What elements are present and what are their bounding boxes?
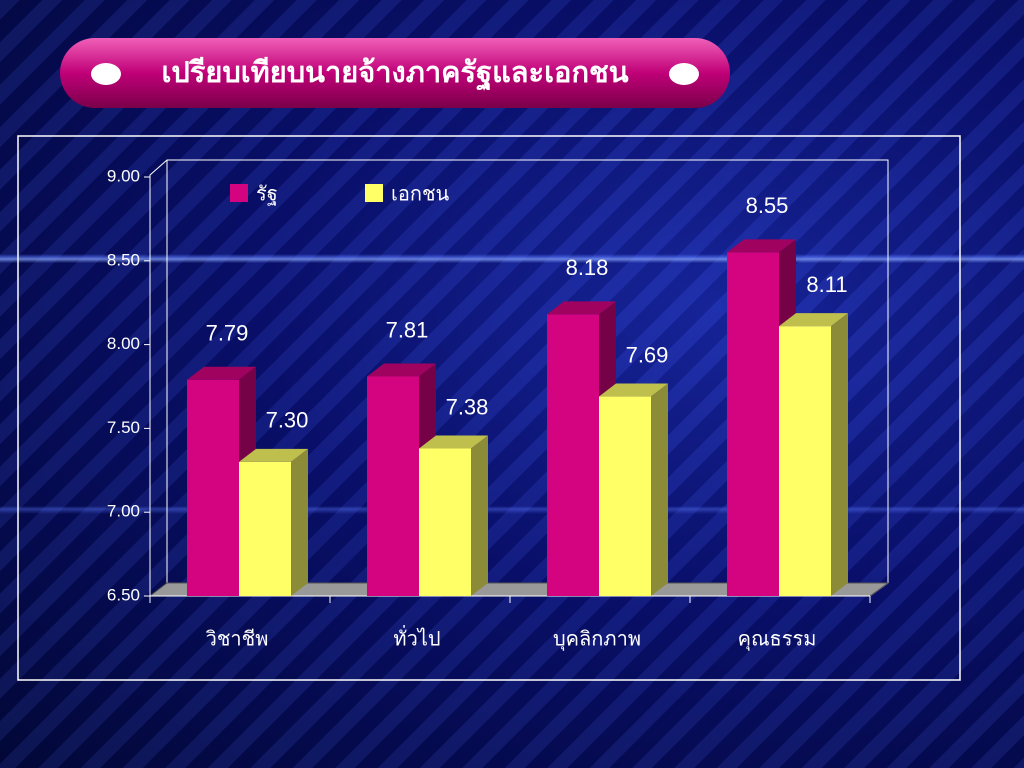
x-tick-label: คุณธรรม [738,627,817,652]
value-label: 7.30 [266,408,309,433]
legend-swatch [230,184,248,202]
legend-label: เอกชน [391,182,450,206]
legend-swatch [365,184,383,202]
y-tick-label: 7.00 [107,502,140,521]
bar [727,252,779,597]
bar-side [291,448,308,596]
bar [599,396,651,596]
x-tick-label: วิชาชีพ [206,627,269,651]
legend-label: รัฐ [256,182,278,206]
bar-side [471,435,488,596]
title-bullet [91,63,121,85]
chart-frame [17,135,961,681]
value-label: 8.11 [806,272,847,297]
value-label: 7.81 [386,317,429,342]
bar-top [779,313,848,327]
x-tick-label: ทั่วไป [393,625,440,651]
bar [547,314,599,596]
value-label: 7.69 [626,342,669,367]
title-bullet [669,63,699,85]
bar [367,376,419,596]
bar-top [547,301,616,315]
y-tick-label: 8.50 [107,250,140,269]
title-pill [60,38,730,108]
y-tick-label: 8.00 [107,334,140,353]
bar-side [831,313,848,596]
bar-top [239,448,308,462]
value-label: 7.79 [206,321,249,346]
y-tick-label: 9.00 [107,166,140,185]
bar-top [367,363,436,377]
x-tick-label: บุคลิกภาพ [553,627,641,652]
y-tick-label: 7.50 [107,418,140,437]
bar-top [419,435,488,449]
y-tick-label: 6.50 [107,585,140,604]
value-label: 8.55 [746,193,789,218]
bar-top [599,383,668,397]
bar [187,379,239,596]
bar [239,461,291,596]
chart-title: เปรียบเทียบนายจ้างภาครัฐและเอกชน [161,55,628,91]
bar-top [727,239,796,253]
value-label: 8.18 [566,255,609,280]
bar [779,326,831,596]
bar-top [187,366,256,380]
value-label: 7.38 [446,394,489,419]
bar-side [651,383,668,596]
bar [419,448,471,596]
